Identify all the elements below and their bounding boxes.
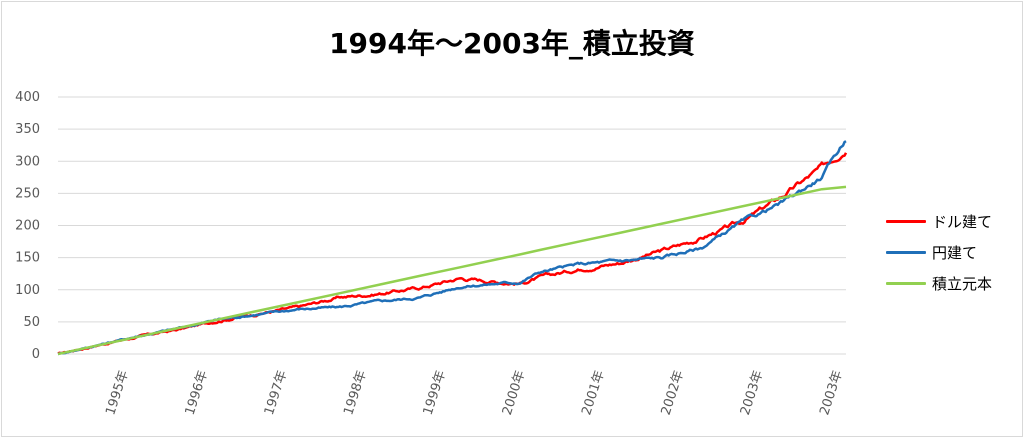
- legend-item-dollar: ドル建て: [886, 206, 992, 237]
- y-tick-label: 50: [23, 315, 40, 330]
- legend-swatch-principal: [886, 282, 926, 285]
- x-tick-label: 1995年: [103, 369, 132, 417]
- legend-item-principal: 積立元本: [886, 268, 992, 299]
- y-tick-label: 200: [15, 219, 40, 234]
- y-tick-label: 0: [32, 347, 40, 362]
- y-tick-label: 100: [15, 283, 40, 298]
- legend-item-yen: 円建て: [886, 237, 992, 268]
- y-tick-label: 400: [15, 90, 40, 105]
- x-tick-label: 2002年: [659, 369, 688, 417]
- x-tick-label: 2001年: [579, 369, 608, 417]
- series-line-1: [57, 152, 848, 355]
- y-tick-label: 350: [15, 122, 40, 137]
- legend-label-yen: 円建て: [932, 244, 978, 262]
- legend-swatch-dollar: [886, 220, 926, 223]
- x-tick-label: 1998年: [341, 369, 370, 417]
- legend-swatch-yen: [886, 251, 926, 254]
- legend: ドル建て 円建て 積立元本: [886, 206, 992, 299]
- x-tick-label: 2003年: [817, 369, 846, 417]
- y-tick-label: 250: [15, 186, 40, 201]
- x-tick-label: 1999年: [421, 369, 450, 417]
- x-tick-label: 1997年: [262, 369, 291, 417]
- y-tick-label: 150: [15, 251, 40, 266]
- x-tick-label: 1996年: [183, 369, 212, 417]
- y-tick-label: 300: [15, 154, 40, 169]
- legend-label-dollar: ドル建て: [932, 213, 993, 231]
- x-tick-label: 2000年: [500, 369, 529, 417]
- series-line-3: [57, 185, 847, 356]
- legend-label-principal: 積立元本: [932, 275, 993, 293]
- x-tick-label: 2003年: [738, 369, 767, 417]
- chart-title: 1994年～2003年_積立投資: [329, 27, 695, 60]
